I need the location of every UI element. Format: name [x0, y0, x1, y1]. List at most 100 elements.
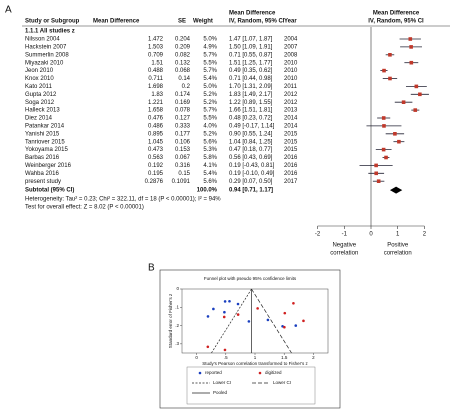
study-name: Tanriover 2015	[25, 139, 65, 145]
ci-label: 0.19 [-0.43, 0.81]	[229, 163, 275, 169]
column-header: Mean Difference	[93, 19, 140, 25]
weight: 5.7%	[203, 108, 217, 114]
axis-note: correlation	[384, 251, 412, 257]
standard-error: 0.1091	[172, 179, 191, 185]
study-name: Kato 2011	[25, 84, 53, 90]
column-header: Mean Difference	[229, 11, 276, 17]
year: 2016	[284, 163, 298, 169]
year: 2014	[284, 123, 298, 129]
year: 2010	[284, 76, 298, 82]
x-tick-label: -2	[315, 232, 321, 238]
effect-point	[381, 147, 386, 152]
ci-label: 1.70 [1.31, 2.09]	[229, 84, 273, 90]
study-name: Yokoyama 2015	[25, 147, 68, 153]
weight: 5.8%	[203, 155, 217, 161]
axis-note: correlation	[330, 251, 358, 257]
column-header: IV, Random, 95% CI	[368, 19, 424, 25]
standard-error: 0.177	[175, 131, 191, 137]
axis-note: Negative	[332, 243, 356, 249]
standard-error: 0.068	[175, 68, 191, 74]
effect-point	[382, 124, 386, 128]
x-tick-label: 2	[312, 355, 315, 360]
ci-label: 0.90 [0.55, 1.24]	[229, 131, 273, 137]
standard-error: 0.174	[175, 92, 191, 98]
mean-difference: 1.472	[148, 37, 164, 43]
study-point	[223, 348, 227, 352]
study-point	[283, 325, 286, 329]
weight: 5.7%	[203, 52, 217, 58]
mean-difference: 0.476	[148, 116, 164, 122]
year: 2008	[284, 52, 298, 58]
standard-error: 0.209	[175, 44, 191, 50]
panel-label: B	[148, 263, 155, 274]
study-name: Miyazaki 2010	[25, 60, 64, 66]
mean-difference: 0.488	[148, 68, 164, 74]
mean-difference: 1.658	[148, 108, 164, 114]
effect-point	[418, 92, 422, 97]
x-tick-label: 1	[396, 232, 400, 238]
legend-swatch	[198, 371, 202, 375]
weight: 5.0%	[203, 84, 217, 90]
subtotal-ci: 0.94 [0.71, 1.17]	[229, 188, 273, 194]
y-tick-label: .1	[175, 304, 179, 309]
year: 2012	[284, 92, 298, 98]
study-point	[206, 315, 210, 318]
standard-error: 0.14	[178, 76, 190, 82]
mean-difference: 0.895	[148, 131, 164, 137]
study-point	[294, 324, 298, 327]
mean-difference: 0.192	[148, 163, 164, 169]
ci-label: 1.04 [0.84, 1.25]	[229, 139, 273, 145]
weight: 4.9%	[203, 44, 217, 50]
standard-error: 0.15	[178, 171, 190, 177]
year: 2011	[284, 84, 298, 90]
ci-label: 1.83 [1.49, 2.17]	[229, 92, 273, 98]
x-axis-label: Study's Pearson correlation transformed …	[202, 361, 308, 366]
panel-label: A	[5, 5, 12, 16]
weight: 5.5%	[203, 60, 217, 66]
effect-point	[376, 179, 381, 183]
column-header: Mean Difference	[373, 11, 420, 17]
year: 2013	[284, 108, 298, 114]
column-header: Study or Subgroup	[25, 19, 80, 25]
study-point	[236, 313, 240, 316]
study-name: Barbas 2016	[25, 155, 60, 161]
legend-label: Lower CI	[213, 380, 231, 385]
standard-error: 0.106	[175, 139, 191, 145]
x-tick-label: -1	[342, 232, 348, 238]
study-point	[256, 307, 259, 310]
subgroup: 1.1.1 All studies z	[25, 29, 75, 35]
ci-label: 1.47 [1.07, 1.87]	[229, 37, 273, 43]
effect-point	[409, 45, 413, 49]
pooled-diamond	[389, 186, 403, 194]
effect-point	[388, 76, 392, 81]
ci-label: 1.66 [1.51, 1.81]	[229, 108, 273, 114]
study-name: Halleck 2013	[25, 108, 60, 114]
mean-difference: 0.563	[148, 155, 164, 161]
weight: 5.3%	[203, 147, 217, 153]
year: 2016	[284, 171, 298, 177]
standard-error: 0.316	[175, 163, 191, 169]
ci-label: 1.51 [1.25, 1.77]	[229, 60, 273, 66]
weight: 5.2%	[203, 131, 217, 137]
standard-error: 0.2	[182, 84, 191, 90]
standard-error: 0.204	[175, 37, 191, 43]
study-point	[212, 307, 215, 311]
ci-label: 0.19 [-0.10, 0.49]	[229, 171, 275, 177]
legend-swatch	[258, 371, 262, 375]
study-name: Weinberger 2016	[25, 163, 72, 169]
study-name: Hackstein 2007	[25, 44, 67, 50]
study-name: present study	[25, 179, 61, 185]
year: 2014	[284, 116, 298, 122]
study-name: Summerlin 2008	[25, 52, 69, 58]
study-point	[228, 299, 231, 303]
mean-difference: 0.709	[148, 52, 164, 58]
ci-label: 0.47 [0.18, 0.77]	[229, 147, 273, 153]
x-tick-label: 1.5	[281, 355, 288, 360]
study-point	[302, 319, 305, 323]
study-name: Knox 2010	[25, 76, 54, 82]
x-tick-label: 2	[423, 232, 427, 238]
year: 2012	[284, 100, 298, 106]
ci-label: 1.22 [0.89, 1.55]	[229, 100, 273, 106]
